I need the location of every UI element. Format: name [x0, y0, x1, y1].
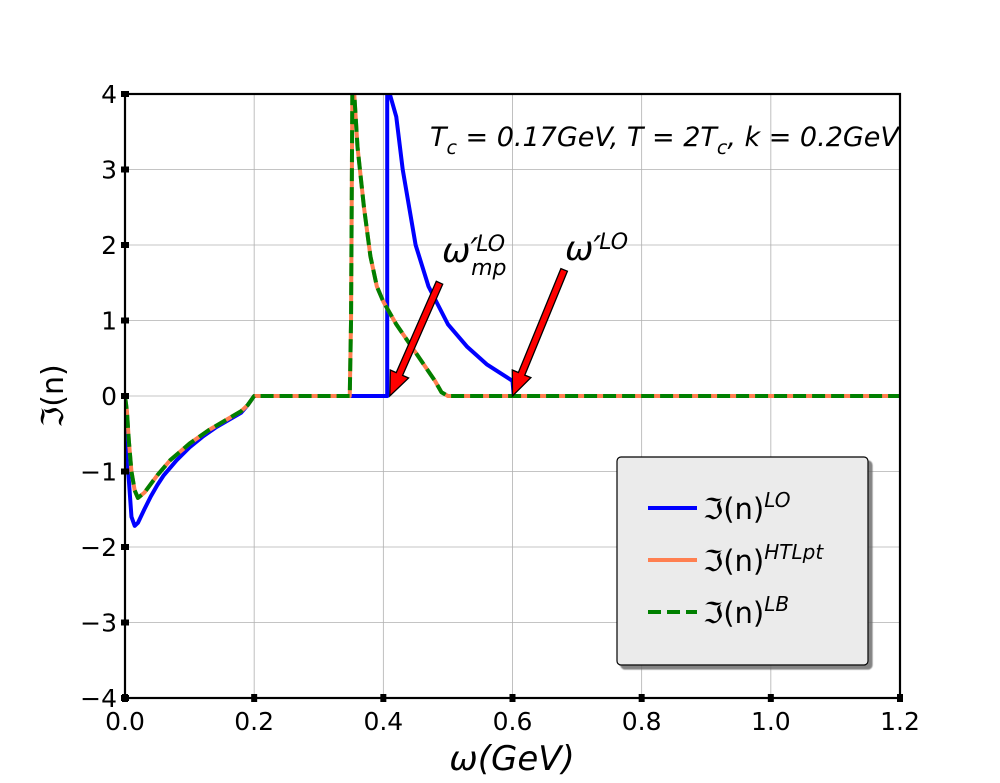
x-tick-label: 1.2 [880, 707, 920, 736]
legend-label-lo: ℑ(n)LO [703, 488, 791, 526]
legend-label-lb: ℑ(n)LB [703, 592, 789, 630]
legend-label-htlpt: ℑ(n)HTLpt [703, 540, 824, 578]
x-tick-label: 0.8 [622, 707, 662, 736]
arrow-label-mp: ω′LO mp [442, 231, 507, 281]
arrow-label-lo: ω′LO [565, 229, 628, 269]
y-tick-label: 0 [101, 382, 117, 411]
parameter-annotation: Tc = 0.17GeV, T = 2Tc, k = 0.2GeV [430, 122, 901, 159]
y-tick-label: 2 [101, 231, 117, 260]
y-tick-label: −2 [80, 533, 117, 562]
axis-ticks: 0.0 0.2 0.4 0.6 0.8 1.0 1.2 −4 −3 −2 −1 0 1 2 3 4 [80, 80, 920, 736]
x-tick-label: 0.6 [493, 707, 533, 736]
x-axis-label: ω(GeV) [449, 739, 575, 779]
x-tick-label: 0.4 [363, 707, 403, 736]
x-tick-label: 0.2 [234, 707, 274, 736]
y-tick-label: −3 [80, 609, 117, 638]
annotation-arrow-mp [389, 280, 444, 398]
series-line-lb [125, 94, 900, 500]
y-tick-label: 1 [101, 307, 117, 336]
y-tick-label: −1 [80, 458, 117, 487]
y-tick-label: 3 [101, 156, 117, 185]
x-tick-label: 1.0 [751, 707, 791, 736]
y-tick-label: 4 [101, 80, 117, 109]
legend: ℑ(n)LO ℑ(n)HTLpt ℑ(n)LB [616, 456, 869, 666]
y-axis-label: ℑ(n) [36, 364, 71, 427]
x-tick-label: 0.0 [105, 707, 145, 736]
arrow-annotations [389, 267, 569, 398]
annotation-arrow-lo [511, 267, 569, 398]
y-tick-label: −4 [80, 684, 117, 713]
